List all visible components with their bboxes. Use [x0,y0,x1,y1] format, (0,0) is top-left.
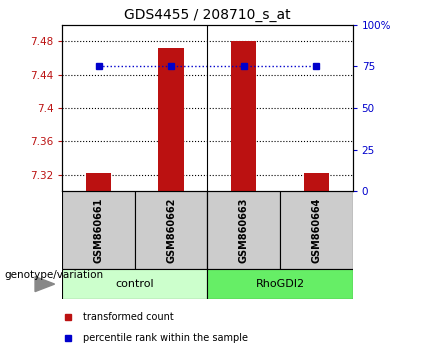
Polygon shape [35,276,55,292]
Bar [62,191,135,269]
Bar [62,269,207,299]
Bar [135,191,207,269]
Bar [304,173,329,191]
Text: genotype/variation: genotype/variation [4,270,104,280]
Text: RhoGDI2: RhoGDI2 [255,279,304,289]
Bar [207,191,280,269]
Text: GSM860664: GSM860664 [311,198,321,263]
Bar [280,191,353,269]
Text: transformed count: transformed count [83,312,173,322]
Text: control: control [116,279,154,289]
Title: GDS4455 / 208710_s_at: GDS4455 / 208710_s_at [124,8,291,22]
Bar [231,41,256,191]
Text: percentile rank within the sample: percentile rank within the sample [83,332,248,343]
Text: GSM860663: GSM860663 [239,198,249,263]
Bar [86,173,111,191]
Bar [159,48,184,191]
Bar [207,269,353,299]
Text: GSM860662: GSM860662 [166,198,176,263]
Text: GSM860661: GSM860661 [94,198,104,263]
